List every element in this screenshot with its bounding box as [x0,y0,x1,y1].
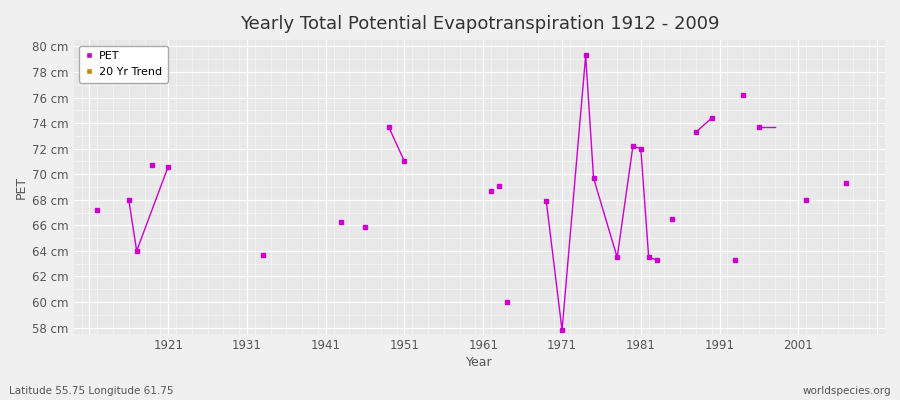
Text: Latitude 55.75 Longitude 61.75: Latitude 55.75 Longitude 61.75 [9,386,174,396]
Text: worldspecies.org: worldspecies.org [803,386,891,396]
Y-axis label: PET: PET [15,176,28,199]
X-axis label: Year: Year [466,356,492,369]
Title: Yearly Total Potential Evapotranspiration 1912 - 2009: Yearly Total Potential Evapotranspiratio… [239,15,719,33]
Legend: PET, 20 Yr Trend: PET, 20 Yr Trend [79,46,168,82]
